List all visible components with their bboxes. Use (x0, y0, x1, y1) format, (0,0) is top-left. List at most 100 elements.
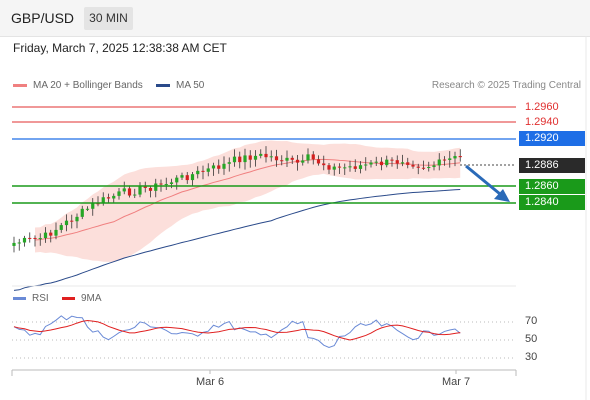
candle-body (49, 232, 53, 236)
candle-body (301, 160, 305, 163)
candle-body (374, 161, 378, 163)
candle-body (437, 159, 441, 166)
candle-body (411, 164, 415, 167)
candle-body (253, 155, 258, 160)
candle-body (343, 167, 347, 169)
rsi-level-50: 50 (525, 333, 538, 345)
ma20-legend: MA 20 + Bollinger Bands (13, 80, 143, 91)
forecast-arrow-head (494, 189, 510, 202)
last-price-label: 1.2886 (519, 158, 585, 173)
candle-body (106, 197, 111, 199)
candle-body (169, 182, 174, 185)
ma20-line (34, 158, 461, 241)
candle-body (453, 156, 457, 159)
candle-body (196, 170, 200, 175)
candle-body (159, 183, 163, 185)
candle-body (75, 216, 79, 222)
candle-body (416, 166, 420, 168)
candle-body (12, 242, 16, 246)
candle-body (280, 160, 284, 162)
candle-body (38, 238, 42, 240)
rsi-ma-legend-label: 9MA (81, 293, 102, 304)
candle-body (133, 194, 137, 196)
candle-body (348, 166, 352, 168)
candle-body (285, 157, 289, 161)
candle-body (80, 208, 84, 217)
candle-body (175, 177, 179, 183)
rsi-ma-line (13, 319, 461, 341)
x-label-day2: Mar 7 (442, 376, 471, 388)
research-credit: Research © 2025 Trading Central (431, 80, 581, 91)
candle-body (101, 197, 105, 204)
candle-body (117, 191, 121, 196)
ma50-legend: MA 50 (156, 80, 204, 91)
candle-body (385, 159, 389, 166)
candle-body (17, 242, 21, 244)
candle-body (427, 167, 431, 169)
candle-body (164, 184, 168, 186)
candle-body (322, 163, 326, 166)
top-bar: GBP/USD 30 MIN (0, 0, 590, 37)
candle-body (390, 159, 394, 161)
rsi-level-70: 70 (525, 315, 538, 327)
candle-body (316, 159, 321, 164)
candle-body (442, 159, 447, 161)
support-1-label: 1.2860 (519, 179, 585, 194)
candle-body (85, 208, 90, 210)
candle-body (353, 166, 357, 169)
candle-body (264, 153, 268, 158)
candle-body (406, 162, 410, 165)
timeframe-button[interactable]: 30 MIN (84, 7, 133, 30)
pivot-label: 1.2920 (519, 131, 585, 146)
candle-body (400, 162, 405, 164)
candle-body (154, 183, 158, 191)
candle-body (243, 155, 247, 163)
candle-body (332, 166, 336, 170)
candle-body (28, 237, 32, 239)
candle-body (379, 161, 384, 166)
candle-body (91, 203, 95, 209)
bollinger-band (35, 140, 461, 263)
candle-body (458, 156, 462, 158)
candle-body (112, 195, 116, 199)
candle-body (311, 154, 315, 160)
candle-body (211, 165, 216, 169)
candle-body (217, 165, 221, 169)
rsi-level-30: 30 (525, 351, 538, 363)
candle-body (227, 162, 231, 164)
candle-body (232, 156, 237, 163)
candle-body (269, 156, 273, 158)
forecast-arrow (465, 164, 501, 196)
x-label-day1: Mar 6 (196, 376, 225, 388)
candle-body (448, 158, 452, 160)
candle-body (358, 165, 363, 169)
candle-body (122, 188, 126, 192)
candle-body (248, 155, 252, 160)
candle-body (33, 237, 37, 239)
candle-body (369, 162, 373, 165)
ma50-line (13, 188, 461, 291)
ma50-swatch (156, 84, 170, 87)
candle-body (148, 187, 153, 191)
rsi-ma-legend: 9MA (62, 293, 102, 304)
rsi-line (13, 315, 461, 348)
candle-body (395, 160, 399, 164)
candle-body (295, 159, 300, 163)
candle-body (259, 153, 263, 156)
candle-body (327, 165, 331, 170)
ma50-legend-label: MA 50 (176, 80, 205, 91)
ma20-legend-label: MA 20 + Bollinger Bands (33, 80, 143, 91)
rsi-ma-swatch (62, 297, 75, 300)
candle-body (127, 188, 132, 196)
candle-body (274, 156, 279, 161)
symbol-title: GBP/USD (11, 10, 75, 26)
candle-body (222, 163, 226, 169)
candle-body (180, 175, 184, 178)
candle-body (306, 154, 310, 161)
candle-body (43, 232, 48, 239)
candle-body (201, 170, 205, 172)
support-2-label: 1.2840 (519, 195, 585, 210)
rsi-legend: RSI (13, 293, 49, 304)
rsi-swatch (13, 297, 26, 300)
